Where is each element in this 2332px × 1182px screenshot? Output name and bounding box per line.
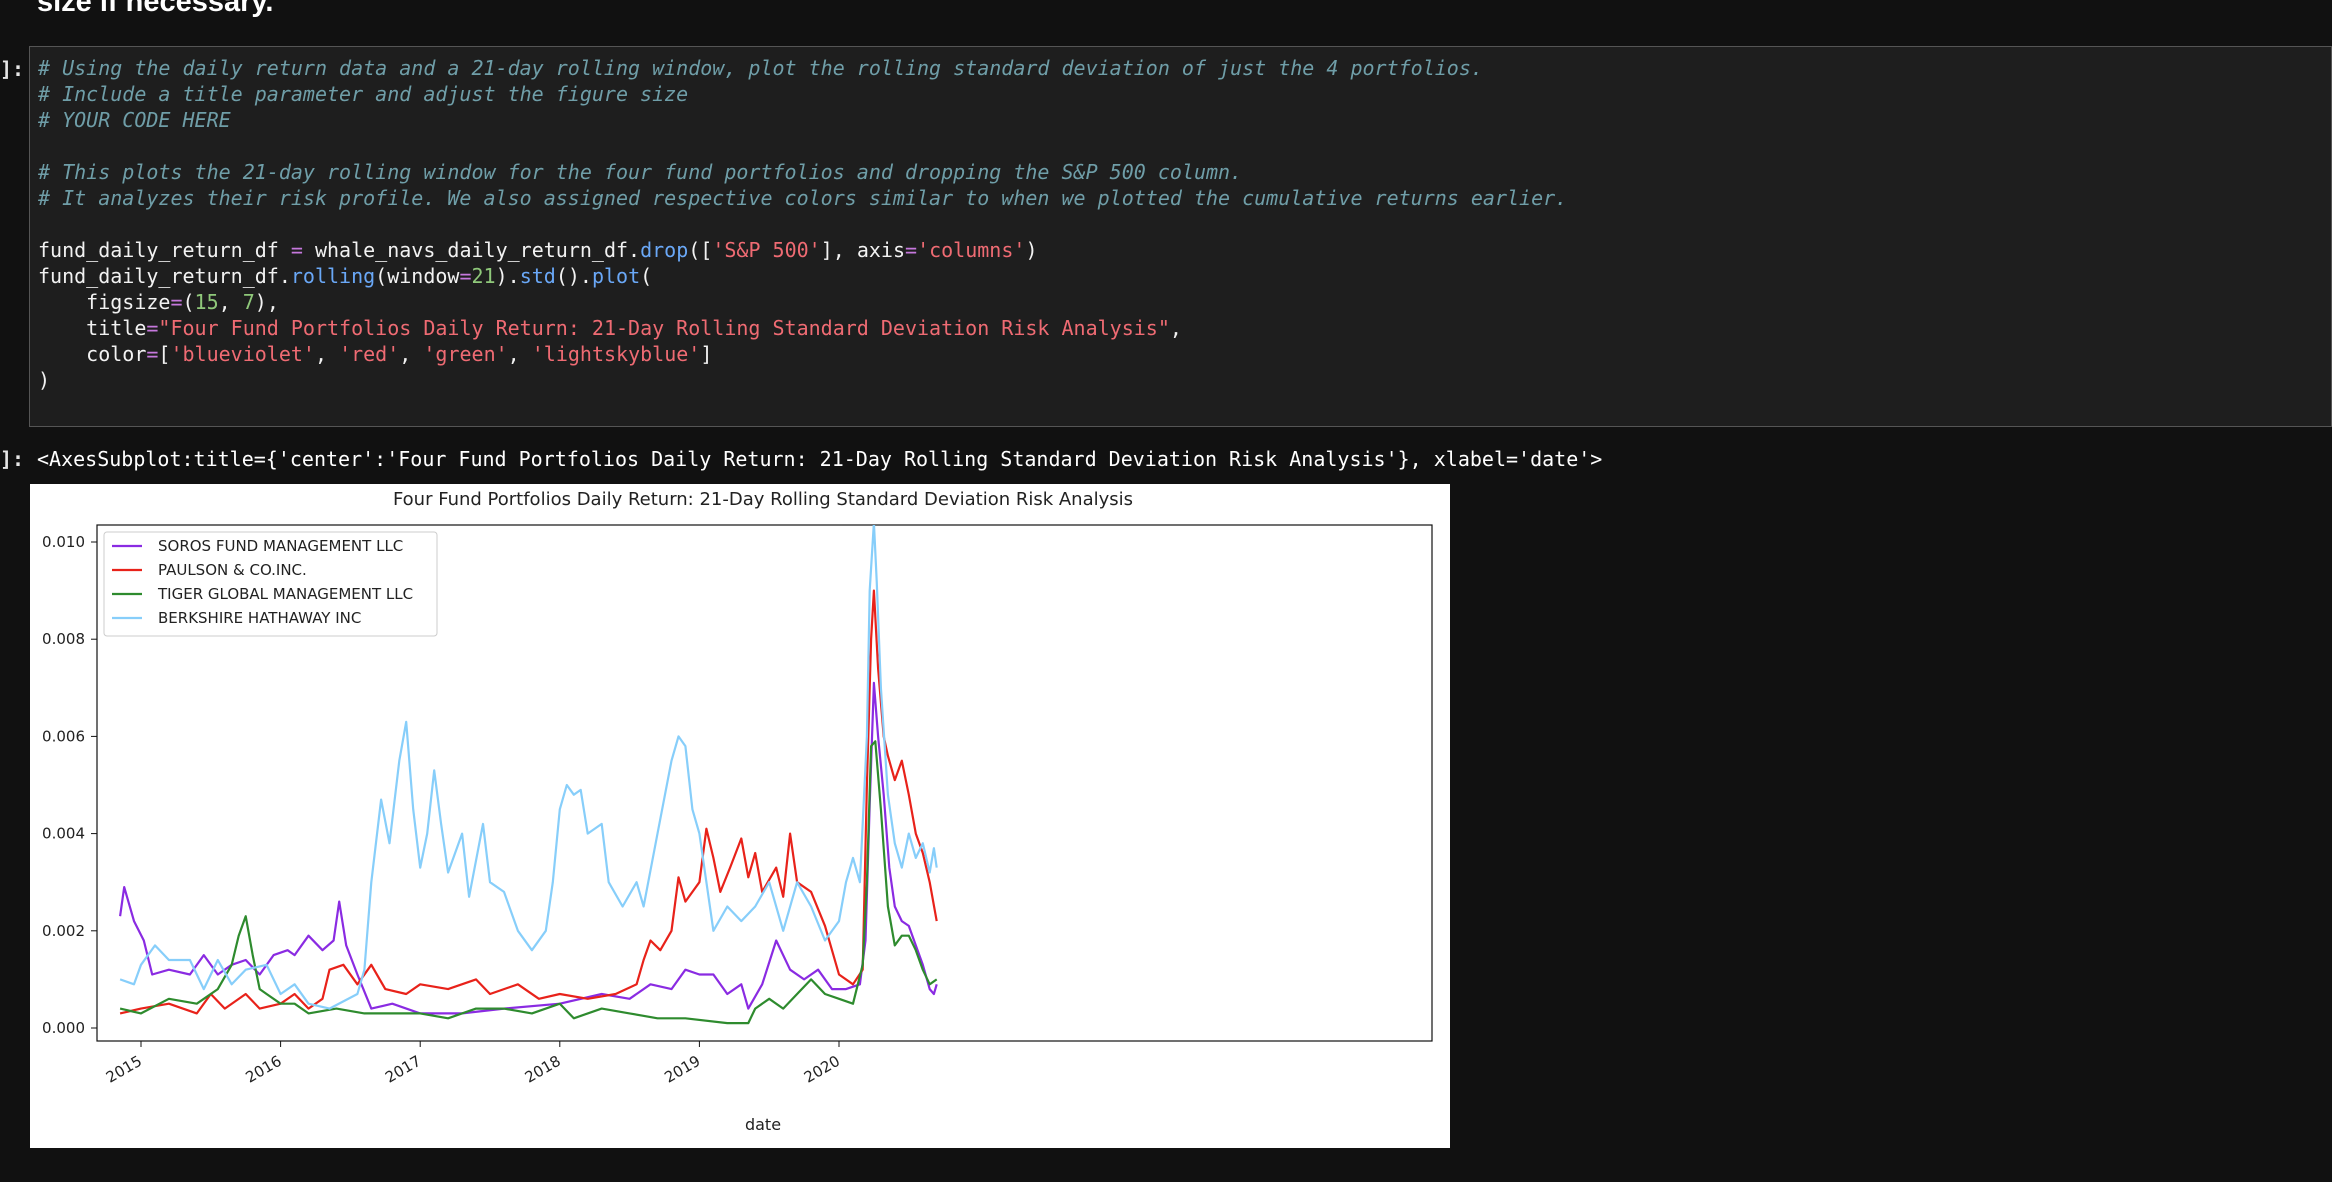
code-token: # Using the daily return data and a 21-d…	[38, 56, 1483, 80]
code-token: )	[38, 368, 51, 392]
code-token: 15	[194, 290, 219, 314]
y-tick-label: 0.006	[42, 727, 85, 745]
code-token: # Include a title parameter and adjust t…	[38, 82, 689, 106]
code-line: color=['blueviolet', 'red', 'green', 'li…	[38, 341, 1567, 367]
code-token: )	[1025, 238, 1038, 262]
code-token: (	[182, 290, 195, 314]
code-token: 'columns'	[917, 238, 1026, 262]
code-token: "Four Fund Portfolios Daily Return: 21-D…	[158, 316, 1170, 340]
y-tick-label: 0.002	[42, 922, 85, 940]
code-token: ,	[399, 342, 424, 366]
code-token: 7	[242, 290, 255, 314]
y-tick-label: 0.000	[42, 1019, 85, 1037]
code-token: ().	[555, 264, 592, 288]
code-line: fund_daily_return_df = whale_navs_daily_…	[38, 237, 1567, 263]
code-token: ),	[254, 290, 279, 314]
code-line: fund_daily_return_df.rolling(window=21).…	[38, 263, 1567, 289]
code-token: ).	[495, 264, 520, 288]
legend-label: BERKSHIRE HATHAWAY INC	[158, 609, 361, 627]
code-line	[38, 211, 1567, 237]
code-token: ,	[218, 290, 243, 314]
code-token: rolling	[290, 264, 376, 288]
code-line: # YOUR CODE HERE	[38, 107, 1567, 133]
output-prompt: ]:	[0, 447, 25, 471]
y-tick-label: 0.004	[42, 825, 85, 843]
code-cell[interactable]: # Using the daily return data and a 21-d…	[29, 46, 2332, 427]
code-line	[38, 133, 1567, 159]
code-token: title	[38, 316, 147, 340]
code-token: [	[158, 342, 171, 366]
axes-frame	[96, 524, 1433, 1042]
code-token: ], axis	[820, 238, 906, 262]
series-line-2	[119, 740, 938, 1025]
code-line: # This plots the 21-day rolling window f…	[38, 159, 1567, 185]
code-token: ,	[1169, 316, 1182, 340]
code-token: 'S&P 500'	[712, 238, 821, 262]
code-line: title="Four Fund Portfolios Daily Return…	[38, 315, 1567, 341]
legend-label: TIGER GLOBAL MANAGEMENT LLC	[157, 585, 413, 603]
code-editor[interactable]: # Using the daily return data and a 21-d…	[38, 55, 1567, 393]
legend-label: SOROS FUND MANAGEMENT LLC	[158, 537, 403, 555]
code-line: # Using the daily return data and a 21-d…	[38, 55, 1567, 81]
code-token: fund_daily_return_df	[38, 238, 291, 262]
code-token: plot	[591, 264, 641, 288]
code-token: figsize	[38, 290, 171, 314]
code-token: color	[38, 342, 147, 366]
x-tick-label: 2019	[661, 1052, 703, 1087]
legend-box	[103, 531, 438, 637]
code-token: drop	[640, 238, 689, 262]
code-token: whale_navs_daily_return_df.	[302, 238, 641, 262]
code-token: =	[459, 264, 472, 288]
code-token: # It analyzes their risk profile. We als…	[38, 186, 1568, 210]
x-tick-label: 2020	[801, 1052, 843, 1087]
code-token: ,	[314, 342, 340, 366]
code-token: 'blueviolet'	[170, 342, 315, 366]
code-token: ]	[700, 342, 713, 366]
code-token: ([	[688, 238, 713, 262]
code-token: =	[146, 316, 159, 340]
series-line-1	[119, 589, 938, 1015]
code-token: 21	[471, 264, 496, 288]
y-tick-label: 0.008	[42, 630, 85, 648]
code-line: # Include a title parameter and adjust t…	[38, 81, 1567, 107]
legend-label: PAULSON & CO.INC.	[158, 561, 307, 579]
code-line: )	[38, 367, 1567, 393]
plot-output: Four Fund Portfolios Daily Return: 21-Da…	[30, 484, 1450, 1148]
code-line: # It analyzes their risk profile. We als…	[38, 185, 1567, 211]
code-token: (	[640, 264, 653, 288]
series-line-3	[119, 525, 938, 1010]
code-token: 'lightskyblue'	[531, 342, 701, 366]
code-token: (window	[375, 264, 460, 288]
code-token: 'green'	[423, 342, 508, 366]
markdown-text: size if necessary.	[37, 0, 274, 18]
code-token: =	[905, 238, 918, 262]
chart-title: Four Fund Portfolios Daily Return: 21-Da…	[393, 489, 1133, 510]
code-token: # YOUR CODE HERE	[38, 108, 231, 132]
code-token: std	[519, 264, 556, 288]
code-token: 'red'	[339, 342, 400, 366]
x-axis-label: date	[745, 1115, 781, 1134]
x-tick-label: 2017	[382, 1052, 424, 1087]
code-token: =	[170, 290, 183, 314]
output-repr: <AxesSubplot:title={'center':'Four Fund …	[37, 447, 1603, 471]
x-tick-label: 2016	[243, 1052, 285, 1087]
line-chart: Four Fund Portfolios Daily Return: 21-Da…	[42, 489, 1433, 1134]
code-token: =	[146, 342, 159, 366]
y-tick-label: 0.010	[42, 533, 85, 551]
code-line: figsize=(15, 7),	[38, 289, 1567, 315]
input-prompt: ]:	[0, 57, 25, 81]
code-token: fund_daily_return_df.	[38, 264, 291, 288]
x-tick-label: 2018	[522, 1052, 564, 1087]
series-line-0	[119, 681, 938, 1015]
x-tick-label: 2015	[103, 1052, 145, 1087]
code-token: # This plots the 21-day rolling window f…	[38, 160, 1243, 184]
code-token: ,	[507, 342, 532, 366]
code-token: =	[290, 238, 303, 262]
